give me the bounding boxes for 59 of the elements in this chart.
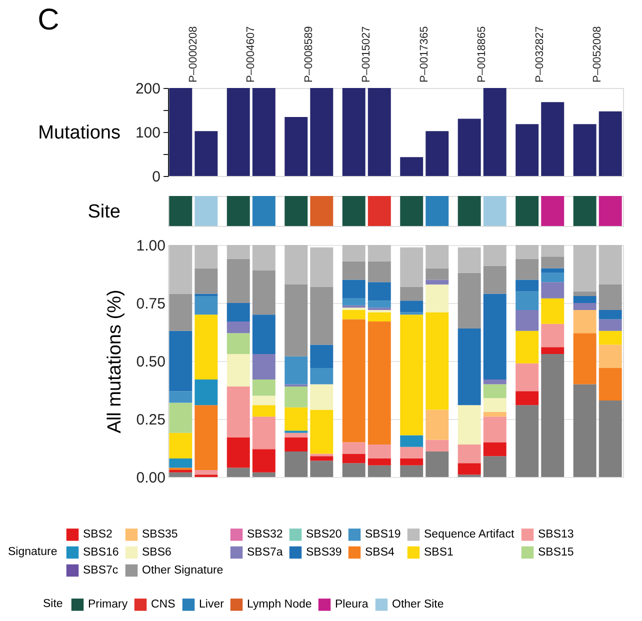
legend-label: SBS16 [83, 546, 119, 558]
bar [342, 88, 366, 176]
legend-label: Other Site [392, 598, 444, 611]
legend-label: SBS20 [306, 528, 342, 541]
y-tick-label: 0 [152, 168, 160, 186]
y-tick-label: 200 [135, 80, 160, 98]
bar [368, 88, 391, 176]
legend-label: SBS32 [247, 528, 283, 541]
bar [226, 88, 250, 176]
bar [310, 88, 334, 176]
legend-label: Sequence Artifact [424, 528, 515, 541]
y-axis-title: All mutations (%) [104, 290, 126, 434]
legend-label: SBS1 [424, 546, 454, 558]
x-tick-label: P–0018865 [476, 26, 488, 82]
legend-label: Lymph Node [247, 598, 312, 611]
bar [541, 102, 564, 176]
legend-label: SBS13 [538, 528, 574, 541]
legend-label: SBS39 [306, 546, 342, 558]
bar [252, 88, 276, 176]
legend-label: Liver [199, 598, 224, 611]
y-axis-title: Site [88, 202, 120, 222]
bar [573, 124, 596, 176]
legend-label: SBS2 [83, 528, 112, 541]
y-tick-label: 0.00 [136, 470, 166, 486]
y-tick-label: 0.50 [136, 354, 166, 370]
legend-title: Site [43, 598, 63, 610]
x-tick-label: P–0017365 [418, 26, 430, 82]
legend-label: SBS4 [365, 546, 396, 558]
bar [426, 131, 449, 176]
legend-label: SBS7c [83, 564, 118, 576]
x-tick-label: P–0000208 [187, 26, 200, 82]
legend-label: SBS7a [247, 546, 284, 558]
legend-label: SBS35 [142, 528, 178, 541]
legend-label: Other Signature [142, 564, 224, 576]
legend-title: Signature [8, 546, 58, 558]
legend-label: Primary [88, 598, 128, 611]
x-tick-label: P–0015027 [360, 26, 373, 82]
y-tick-label: 1.00 [136, 238, 166, 254]
bar [284, 117, 308, 176]
x-tick-label: P–0004607 [245, 26, 258, 82]
y-tick-label: 100 [135, 124, 160, 142]
bar [516, 124, 539, 176]
bar [483, 88, 506, 176]
bar [400, 157, 424, 176]
x-tick-label: P–0052008 [592, 26, 604, 82]
legend-label: SBS19 [365, 528, 401, 541]
chart-title: C [38, 4, 60, 37]
bar [194, 131, 218, 176]
legend-label: CNS [151, 598, 176, 611]
bar [598, 111, 622, 176]
x-tick-label: P–0008589 [302, 26, 315, 82]
legend-label: SBS6 [142, 546, 172, 558]
legend-label: SBS15 [538, 546, 574, 558]
y-tick-label: 0.75 [136, 296, 166, 312]
y-tick-label: 0.25 [136, 412, 166, 428]
legend-label: Pleura [335, 598, 369, 611]
bar [458, 118, 481, 176]
y-axis-title: Mutations [38, 122, 120, 144]
x-tick-label: P–0032827 [534, 26, 546, 82]
